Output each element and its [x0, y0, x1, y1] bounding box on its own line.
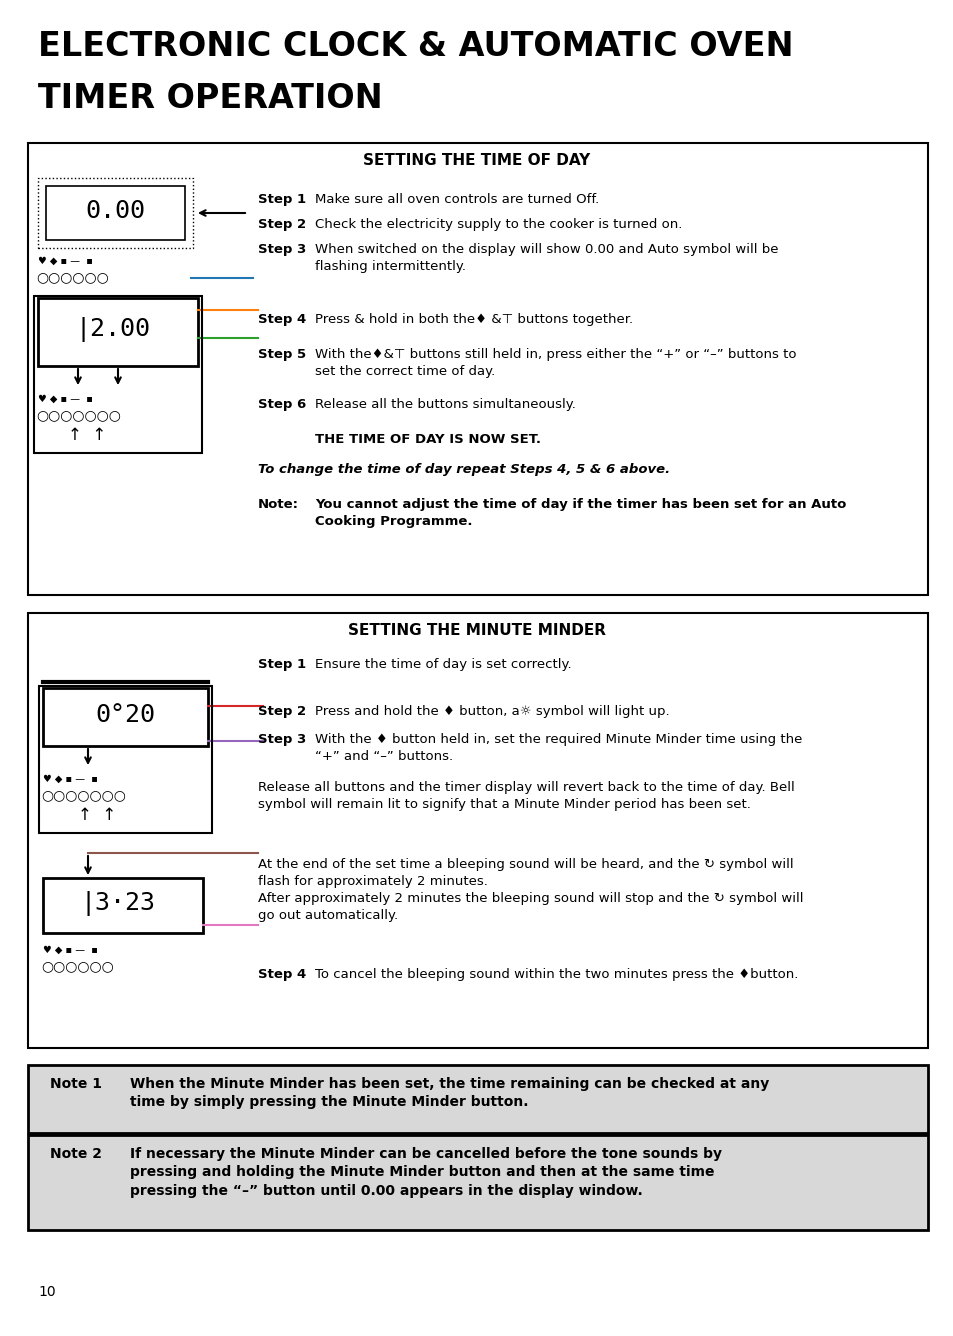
- Bar: [28, 143, 927, 595]
- Text: ○○○○○○: ○○○○○○: [36, 270, 109, 285]
- Text: 0°20: 0°20: [95, 703, 154, 727]
- Text: ♥ ◆ ▪ —  ▪: ♥ ◆ ▪ — ▪: [38, 257, 92, 266]
- Text: When switched on the display will show 0.00 and Auto symbol will be
flashing int: When switched on the display will show 0…: [314, 243, 778, 273]
- Text: Note 1: Note 1: [50, 1077, 102, 1092]
- Text: SETTING THE MINUTE MINDER: SETTING THE MINUTE MINDER: [348, 623, 605, 639]
- Text: Step 3: Step 3: [257, 243, 306, 257]
- Bar: [34, 297, 202, 453]
- Text: ♥ ◆ ▪ —  ▪: ♥ ◆ ▪ — ▪: [43, 774, 98, 784]
- Text: When the Minute Minder has been set, the time remaining can be checked at any
ti: When the Minute Minder has been set, the…: [130, 1077, 768, 1109]
- Text: Step 6: Step 6: [257, 398, 306, 411]
- Bar: [43, 878, 203, 933]
- Text: If necessary the Minute Minder can be cancelled before the tone sounds by
pressi: If necessary the Minute Minder can be ca…: [130, 1148, 721, 1198]
- Text: SETTING THE TIME OF DAY: SETTING THE TIME OF DAY: [363, 154, 590, 168]
- Text: Release all buttons and the timer display will revert back to the time of day. B: Release all buttons and the timer displa…: [257, 782, 794, 811]
- Text: Press & hold in both the♦ &⊤ buttons together.: Press & hold in both the♦ &⊤ buttons tog…: [314, 313, 633, 326]
- Text: ELECTRONIC CLOCK & AUTOMATIC OVEN: ELECTRONIC CLOCK & AUTOMATIC OVEN: [38, 29, 793, 63]
- Text: ↑  ↑: ↑ ↑: [68, 426, 106, 444]
- Text: Ensure the time of day is set correctly.: Ensure the time of day is set correctly.: [314, 659, 571, 671]
- Text: Step 3: Step 3: [257, 733, 306, 745]
- Text: Press and hold the ♦ button, a☼ symbol will light up.: Press and hold the ♦ button, a☼ symbol w…: [314, 705, 669, 717]
- Text: ○○○○○○: ○○○○○○: [41, 959, 113, 973]
- Text: Check the electricity supply to the cooker is turned on.: Check the electricity supply to the cook…: [314, 218, 681, 231]
- Bar: [28, 1136, 927, 1230]
- Text: Step 4: Step 4: [257, 969, 306, 981]
- Bar: [43, 688, 208, 745]
- Text: Note 2: Note 2: [50, 1148, 102, 1161]
- Text: Step 2: Step 2: [257, 218, 306, 231]
- Text: With the♦&⊤ buttons still held in, press either the “+” or “–” buttons to
set th: With the♦&⊤ buttons still held in, press…: [314, 347, 796, 378]
- Text: To cancel the bleeping sound within the two minutes press the ♦button.: To cancel the bleeping sound within the …: [314, 969, 798, 981]
- Text: |2.00: |2.00: [75, 318, 151, 342]
- Bar: [38, 178, 193, 248]
- Text: At the end of the set time a bleeping sound will be heard, and the ↻ symbol will: At the end of the set time a bleeping so…: [257, 858, 802, 922]
- Text: 0.00: 0.00: [85, 199, 145, 223]
- Text: ♥ ◆ ▪ —  ▪: ♥ ◆ ▪ — ▪: [38, 394, 92, 403]
- Text: Step 1: Step 1: [257, 659, 306, 671]
- Bar: [38, 298, 198, 366]
- Text: Step 4: Step 4: [257, 313, 306, 326]
- Text: |3·23: |3·23: [80, 891, 155, 915]
- Text: With the ♦ button held in, set the required Minute Minder time using the
“+” and: With the ♦ button held in, set the requi…: [314, 733, 801, 763]
- Text: Make sure all oven controls are turned Off.: Make sure all oven controls are turned O…: [314, 192, 598, 206]
- Text: Release all the buttons simultaneously.: Release all the buttons simultaneously.: [314, 398, 576, 411]
- Text: Step 5: Step 5: [257, 347, 306, 361]
- Bar: [39, 685, 212, 834]
- Text: Step 2: Step 2: [257, 705, 306, 717]
- Text: Note:: Note:: [257, 498, 298, 510]
- Text: ○○○○○○○: ○○○○○○○: [41, 788, 126, 802]
- Text: 10: 10: [38, 1285, 55, 1299]
- Bar: [28, 613, 927, 1047]
- Text: TIMER OPERATION: TIMER OPERATION: [38, 81, 382, 115]
- Bar: [28, 1065, 927, 1133]
- Text: THE TIME OF DAY IS NOW SET.: THE TIME OF DAY IS NOW SET.: [314, 433, 540, 446]
- Text: ↑  ↑: ↑ ↑: [78, 806, 116, 824]
- Text: To change the time of day repeat Steps 4, 5 & 6 above.: To change the time of day repeat Steps 4…: [257, 464, 669, 476]
- Text: ♥ ◆ ▪ —  ▪: ♥ ◆ ▪ — ▪: [43, 945, 98, 955]
- Text: Step 1: Step 1: [257, 192, 306, 206]
- Bar: [46, 186, 185, 240]
- Text: ○○○○○○○: ○○○○○○○: [36, 407, 121, 422]
- Text: You cannot adjust the time of day if the timer has been set for an Auto
Cooking : You cannot adjust the time of day if the…: [314, 498, 845, 528]
